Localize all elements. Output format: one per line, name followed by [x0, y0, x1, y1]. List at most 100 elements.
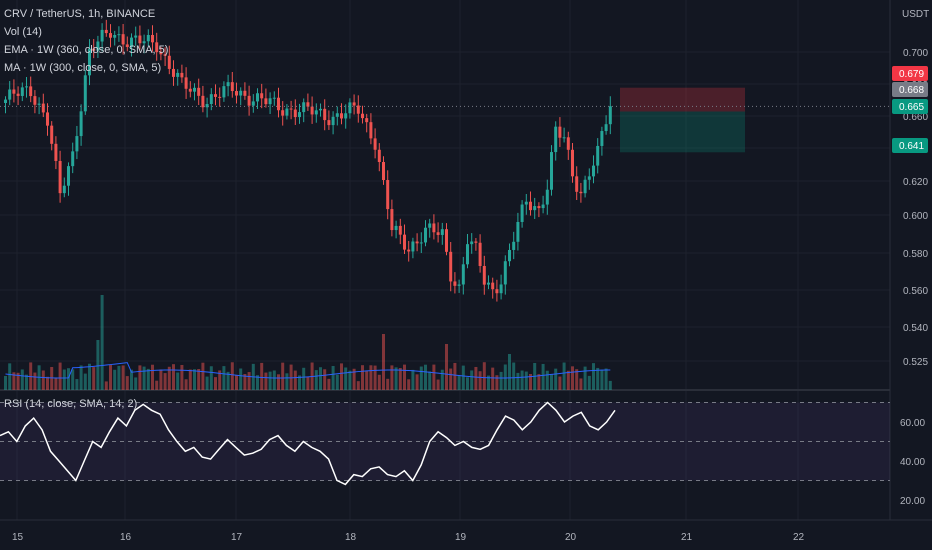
- volume-bar: [268, 371, 272, 390]
- price-badge: [892, 82, 928, 97]
- candle-body: [230, 82, 234, 92]
- volume-bar: [516, 372, 520, 390]
- volume-bar: [272, 370, 276, 390]
- candle-body: [319, 108, 322, 111]
- ma-legend[interactable]: MA · 1W (300, close, 0, SMA, 5): [4, 62, 162, 74]
- candle-body: [373, 138, 377, 150]
- volume-bar: [62, 369, 66, 390]
- volume-bar: [100, 295, 104, 390]
- time-tick-label: 20: [565, 532, 577, 543]
- volume-bar: [201, 362, 205, 390]
- candle-body: [608, 106, 612, 125]
- candle-body: [8, 89, 12, 100]
- candle-body: [482, 265, 486, 285]
- candle-body: [554, 126, 558, 153]
- rsi-legend[interactable]: RSI (14, close, SMA, 14, 2): [4, 398, 138, 410]
- candle-body: [100, 29, 104, 42]
- candle-body: [470, 241, 474, 245]
- candle-body: [302, 102, 306, 113]
- volume-bar: [214, 377, 217, 390]
- volume-bar: [474, 366, 478, 390]
- candle-body: [478, 242, 482, 266]
- volume-bar: [537, 374, 541, 390]
- volume-bar: [222, 366, 226, 390]
- volume-bar: [445, 344, 448, 390]
- volume-bar: [67, 368, 70, 390]
- candle-body: [201, 95, 205, 108]
- candle-body: [88, 48, 91, 76]
- volume-bar: [331, 365, 335, 390]
- price-tick-label: 0.540: [903, 323, 928, 334]
- time-tick-label: 22: [793, 532, 805, 543]
- candle-body: [281, 110, 285, 116]
- volume-bar: [314, 370, 318, 390]
- volume-bar: [142, 366, 146, 390]
- volume-bar: [373, 365, 377, 390]
- candle-body: [184, 77, 188, 89]
- volume-bar: [411, 369, 415, 390]
- candle-body: [96, 41, 100, 51]
- volume-bar: [20, 369, 24, 390]
- candle-body: [298, 112, 301, 118]
- time-tick-label: 21: [681, 532, 693, 543]
- volume-bar: [432, 364, 436, 390]
- candle-body: [365, 118, 369, 123]
- candle-body: [566, 137, 570, 150]
- candle-body: [268, 98, 272, 105]
- candle-body: [117, 34, 121, 36]
- candle-body: [134, 35, 138, 38]
- candle-body: [314, 110, 318, 115]
- candle-body: [499, 284, 503, 294]
- candle-body: [461, 264, 465, 285]
- candle-body: [83, 75, 87, 112]
- symbol-legend[interactable]: CRV / TetherUS, 1h, BINANCE: [4, 8, 156, 20]
- volume-bar: [163, 373, 167, 390]
- candle-body: [558, 126, 562, 138]
- candle-body: [398, 225, 402, 235]
- volume-bar: [41, 370, 45, 390]
- candle-body: [41, 103, 45, 113]
- volume-bar: [344, 367, 348, 390]
- volume-bar: [75, 379, 79, 390]
- volume-bar: [25, 374, 28, 390]
- candle-body: [256, 93, 259, 102]
- volume-bar: [247, 372, 251, 390]
- candle-body: [293, 109, 297, 118]
- volume-bar: [226, 371, 230, 390]
- ema-legend[interactable]: EMA · 1W (360, close, 0, SMA, 5): [4, 44, 169, 56]
- volume-bar: [592, 363, 595, 390]
- volume-bar: [230, 362, 234, 390]
- volume-bar: [482, 362, 486, 390]
- volume-bar: [562, 362, 566, 390]
- price-badge-label: 0.641: [899, 141, 924, 152]
- price-badge: [892, 138, 928, 153]
- candles: [4, 19, 612, 302]
- candle-body: [571, 149, 574, 177]
- volume-bar: [583, 366, 587, 390]
- candle-body: [71, 151, 75, 167]
- volume-bar: [46, 376, 49, 390]
- candle-body: [12, 89, 16, 94]
- candle-body: [428, 223, 432, 228]
- volume-bar: [79, 365, 83, 390]
- candle-body: [457, 284, 461, 286]
- volume-bar: [12, 372, 16, 390]
- volume-legend[interactable]: Vol (14): [4, 26, 42, 38]
- candle-body: [146, 34, 150, 42]
- candle-body: [167, 55, 171, 69]
- volume-bar: [184, 379, 188, 390]
- price-badge-label: 0.679: [899, 69, 924, 80]
- volume-bar: [386, 378, 390, 390]
- volume-bar: [461, 365, 465, 390]
- volume-bar: [83, 373, 87, 390]
- time-tick-label: 18: [345, 532, 357, 543]
- candle-body: [247, 95, 251, 106]
- volume-bar: [390, 365, 394, 390]
- candle-body: [67, 166, 70, 186]
- volume-bar: [394, 367, 398, 390]
- candle-body: [386, 180, 390, 210]
- candle-body: [75, 136, 79, 152]
- volume-bar: [54, 377, 58, 390]
